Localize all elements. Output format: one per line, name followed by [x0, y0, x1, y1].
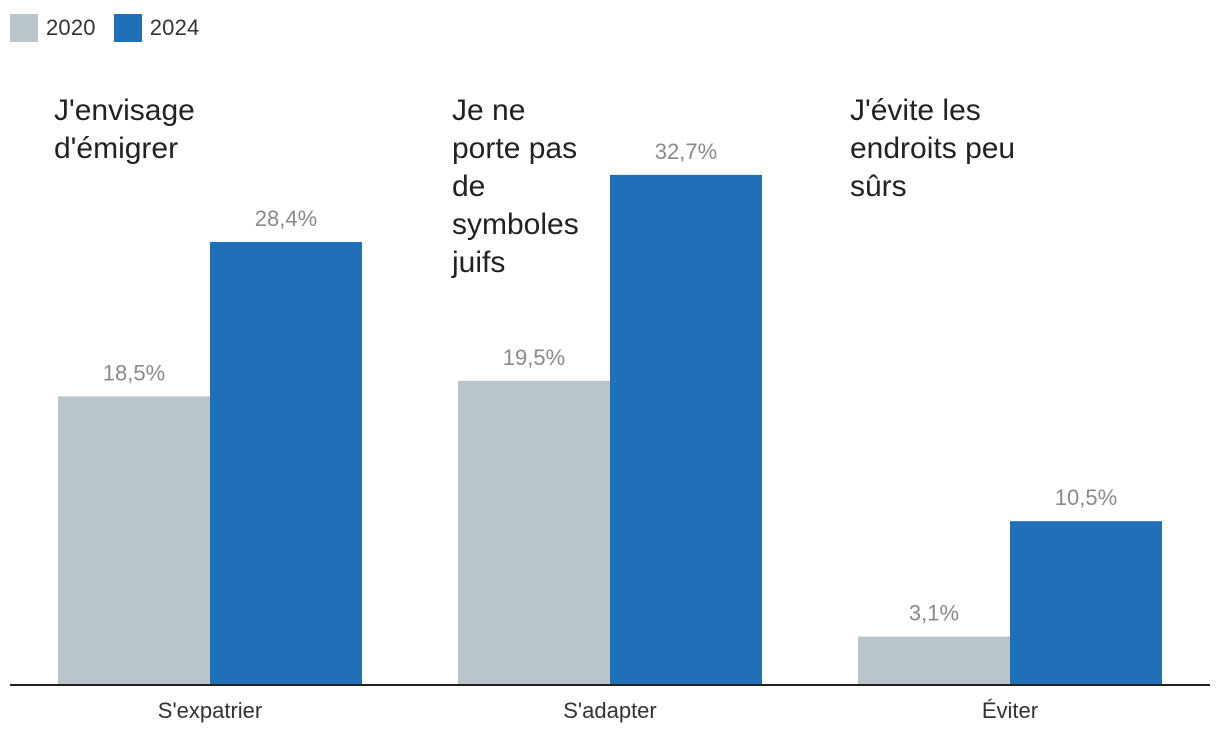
x-tick-label-1: S'expatrier: [158, 698, 262, 723]
annotation-eviter: J'évite les endroits peu sûrs: [850, 94, 1016, 203]
legend-swatch-2024: [113, 14, 142, 42]
bar-2020-1: [58, 396, 210, 685]
data-label-2024-3: 10,5%: [1055, 485, 1117, 510]
data-label-2020-1: 18,5%: [103, 360, 165, 385]
bar-2024-1: [210, 241, 362, 685]
x-tick-label-2: S'adapter: [563, 698, 657, 723]
legend-item-2024: 2024: [113, 14, 200, 42]
legend-label-2024: 2024: [149, 15, 200, 40]
data-label-2024-2: 32,7%: [655, 139, 717, 164]
data-label-2020-3: 3,1%: [909, 601, 959, 626]
bar-2024-2: [610, 174, 762, 685]
legend-item-2020: 2020: [10, 14, 96, 42]
bar-2020-2: [458, 380, 610, 685]
bar-2020-3: [858, 636, 1010, 685]
bar-2024-3: [1010, 521, 1162, 685]
legend-label-2020: 2020: [46, 15, 96, 40]
annotation-adapter: Je ne porte pas de symboles juifs: [452, 94, 579, 279]
x-tick-label-3: Éviter: [982, 698, 1038, 723]
legend-swatch-2020: [10, 14, 38, 42]
data-label-2024-1: 28,4%: [255, 206, 317, 231]
legend: 2020 2024: [10, 12, 200, 44]
data-label-2020-2: 19,5%: [503, 345, 565, 370]
annotation-expatrier: J'envisage d'émigrer: [54, 94, 195, 165]
